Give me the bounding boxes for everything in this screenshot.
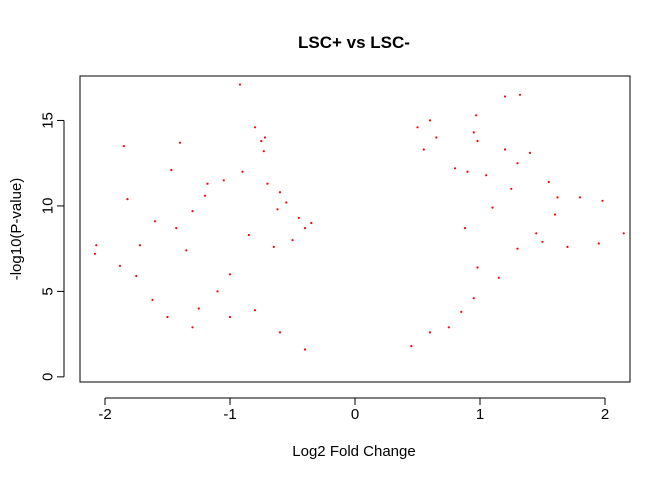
data-point: [485, 174, 488, 177]
data-point: [253, 309, 257, 312]
data-point: [138, 244, 142, 247]
data-point: [556, 196, 559, 199]
plot-frame: [79, 75, 631, 383]
data-point: [303, 227, 307, 230]
data-point: [153, 220, 157, 223]
y-tick-label: 15: [40, 112, 57, 129]
data-point: [276, 208, 279, 211]
data-point: [185, 249, 188, 252]
data-point: [491, 206, 494, 209]
data-point: [541, 240, 544, 243]
data-point: [175, 227, 178, 230]
data-point: [553, 213, 557, 216]
data-point: [238, 83, 242, 86]
data-point: [472, 297, 475, 300]
data-point: [291, 239, 294, 242]
data-point: [547, 180, 550, 184]
y-axis-label: -log10(P-value): [8, 178, 25, 281]
data-point: [447, 326, 450, 329]
data-point: [310, 221, 313, 225]
data-point: [122, 145, 125, 148]
data-point: [241, 170, 244, 173]
data-point: [93, 252, 97, 255]
data-point: [303, 348, 307, 351]
data-point: [247, 233, 250, 237]
data-point: [472, 131, 475, 134]
data-point: [191, 210, 194, 213]
data-point: [475, 114, 478, 117]
chart-title: LSC+ vs LSC-: [298, 33, 410, 52]
data-point: [516, 247, 519, 250]
x-axis: -2 -1 0 1 2: [98, 397, 609, 423]
data-point: [170, 168, 173, 172]
data-point: [460, 310, 463, 313]
data-point: [476, 266, 479, 269]
data-point: [566, 245, 569, 248]
data-point: [285, 201, 288, 204]
data-point: [422, 148, 425, 151]
data-point: [228, 315, 232, 319]
data-point: [453, 167, 457, 170]
data-point: [253, 126, 257, 129]
x-tick-label: -1: [223, 406, 236, 423]
data-point: [416, 126, 419, 129]
data-point: [435, 136, 438, 139]
data-point: [516, 162, 519, 165]
x-axis-label: Log2 Fold Change: [292, 443, 415, 460]
data-point: [476, 139, 479, 143]
data-point: [272, 245, 275, 248]
data-point: [95, 244, 98, 247]
data-point: [503, 95, 507, 98]
data-point: [410, 345, 413, 348]
data-point: [166, 315, 169, 319]
data-point: [503, 148, 507, 151]
data-point: [510, 187, 513, 190]
data-point: [262, 150, 265, 153]
data-point: [497, 276, 500, 279]
x-tick-label: 1: [476, 406, 484, 423]
data-point: [178, 141, 182, 144]
x-tick-label: 2: [601, 406, 609, 423]
data-point: [428, 119, 432, 122]
data-point: [206, 182, 209, 185]
data-point: [260, 139, 263, 143]
data-point: [278, 331, 282, 334]
data-point: [197, 307, 200, 310]
y-tick-label: 0: [40, 373, 57, 381]
data-point: [601, 199, 604, 202]
y-tick-label: 5: [40, 287, 57, 295]
data-point: [228, 273, 232, 276]
data-point: [151, 298, 154, 301]
data-point: [191, 326, 194, 329]
data-point: [222, 179, 225, 182]
data-point: [466, 170, 469, 173]
data-point: [203, 194, 207, 197]
data-point: [528, 151, 532, 154]
y-tick-label: 10: [40, 198, 57, 215]
data-point: [518, 93, 522, 96]
data-point: [126, 198, 129, 201]
data-point: [266, 182, 269, 185]
data-point: [278, 191, 282, 194]
data-point: [297, 216, 300, 219]
data-point: [216, 290, 219, 293]
y-axis: 0 5 10 15: [40, 112, 65, 381]
data-point: [463, 227, 467, 230]
data-point: [263, 136, 267, 139]
data-point: [535, 232, 538, 235]
data-point: [597, 242, 600, 245]
x-tick-label: -2: [98, 406, 111, 423]
data-point: [428, 331, 432, 334]
data-point: [578, 196, 582, 199]
data-point: [622, 232, 625, 235]
x-tick-label: 0: [351, 406, 359, 423]
scatter-points: [93, 83, 625, 351]
data-point: [118, 264, 122, 267]
data-point: [135, 274, 138, 278]
